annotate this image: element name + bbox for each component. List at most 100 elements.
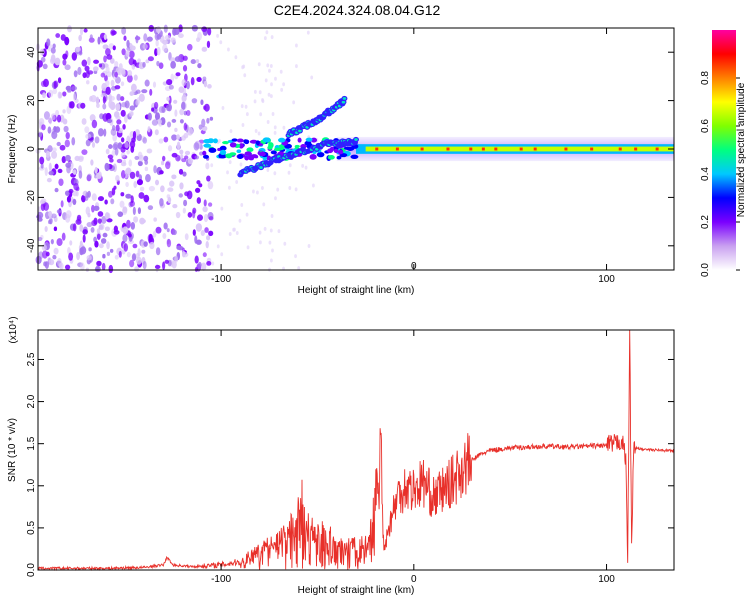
noise-speck	[269, 94, 273, 99]
noise-speck	[205, 240, 209, 249]
noise-speck	[127, 233, 132, 238]
signal-blob	[219, 149, 227, 156]
noise-speck	[105, 48, 111, 56]
noise-speck	[39, 156, 45, 165]
noise-speck	[51, 151, 58, 159]
noise-speck	[155, 26, 162, 34]
noise-speck	[171, 134, 178, 141]
noise-speck	[66, 195, 72, 203]
noise-speck	[131, 64, 136, 70]
noise-speck	[220, 252, 224, 257]
noise-speck	[75, 46, 81, 53]
signal-blob	[225, 153, 233, 159]
noise-speck	[126, 251, 131, 258]
noise-speck	[114, 85, 121, 90]
noise-speck	[135, 34, 139, 44]
x-tick-label: 100	[598, 274, 615, 285]
noise-speck	[209, 116, 214, 121]
noise-speck	[114, 71, 118, 78]
noise-speck	[191, 98, 198, 104]
noise-speck	[130, 83, 137, 93]
noise-speck	[295, 43, 298, 48]
noise-speck	[53, 226, 58, 232]
noise-speck	[116, 93, 121, 101]
noise-speck	[46, 38, 51, 47]
noise-speck	[107, 154, 114, 160]
noise-speck	[270, 214, 274, 219]
noise-speck	[105, 148, 110, 155]
noise-speck	[258, 90, 262, 95]
noise-speck	[163, 222, 168, 230]
branch-core	[298, 129, 302, 133]
colorbar: 0.0 0.2 0.4 0.6 0.8 Normalized spectral ampl…	[700, 30, 747, 277]
noise-speck	[120, 161, 127, 167]
noise-speck	[119, 200, 125, 208]
noise-speck	[124, 141, 129, 149]
noise-speck	[176, 245, 182, 250]
noise-speck	[173, 99, 178, 104]
noise-speck	[42, 63, 48, 70]
noise-speck	[133, 181, 138, 188]
noise-speck	[197, 63, 202, 69]
snr-frame	[37, 329, 675, 571]
noise-speck	[162, 232, 167, 239]
noise-speck	[81, 194, 86, 203]
noise-speck	[37, 211, 44, 219]
noise-speck	[167, 145, 173, 152]
noise-speck	[125, 193, 132, 199]
signal-blob	[246, 147, 254, 153]
noise-speck	[266, 120, 270, 125]
noise-speck	[56, 209, 62, 214]
noise-speck	[76, 214, 82, 221]
y-tick-label: 0.5	[26, 521, 37, 535]
noise-speck	[253, 89, 257, 94]
noise-speck	[102, 113, 109, 122]
signal-blob	[202, 150, 207, 156]
noise-speck	[54, 187, 59, 193]
noise-speck	[64, 190, 70, 196]
noise-speck	[206, 117, 210, 124]
noise-speck	[92, 85, 98, 92]
noise-speck	[166, 121, 172, 128]
noise-speck	[55, 33, 61, 38]
noise-speck	[178, 193, 184, 198]
noise-speck	[126, 149, 130, 155]
noise-speck	[245, 212, 249, 217]
signal-blob	[207, 138, 215, 144]
noise-speck	[181, 250, 186, 258]
noise-speck	[117, 67, 123, 76]
noise-speck	[137, 207, 142, 215]
noise-speck	[101, 216, 107, 224]
noise-speck	[94, 240, 99, 248]
noise-speck	[124, 169, 130, 176]
figure-title: C2E4.2024.324.08.04.G12	[274, 2, 441, 18]
main-line-peak	[533, 147, 537, 151]
noise-speck	[132, 206, 136, 216]
noise-speck	[240, 203, 244, 208]
noise-speck	[148, 185, 156, 192]
noise-speck	[87, 56, 91, 66]
noise-speck	[164, 259, 170, 264]
noise-speck	[117, 142, 123, 150]
noise-speck	[198, 124, 203, 130]
noise-speck	[56, 141, 61, 147]
noise-speck	[178, 86, 185, 93]
noise-speck	[135, 170, 140, 178]
noise-speck	[160, 160, 165, 166]
noise-speck	[137, 58, 141, 63]
noise-speck	[287, 170, 291, 175]
noise-speck	[129, 45, 136, 51]
signal-blob	[310, 137, 318, 143]
y-tick-label: 1.5	[26, 436, 37, 450]
noise-speck	[49, 57, 56, 65]
noise-speck	[156, 60, 160, 67]
noise-speck	[201, 46, 208, 52]
noise-speck	[60, 200, 64, 208]
y-tick-label: 40	[26, 46, 37, 58]
noise-speck	[44, 226, 48, 233]
noise-speck	[259, 112, 263, 117]
noise-speck	[228, 232, 232, 237]
noise-speck	[206, 175, 211, 182]
signal-blob	[262, 137, 271, 143]
noise-speck	[141, 219, 146, 224]
